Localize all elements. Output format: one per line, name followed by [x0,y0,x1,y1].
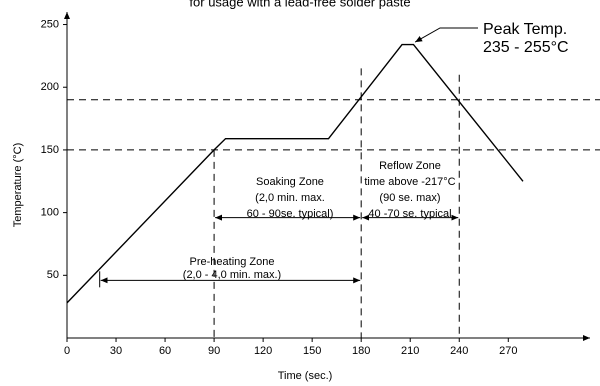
zone-label: (90 se. max) [379,192,440,204]
zone-label: (2,0 - 4,0 min. max.) [183,269,281,281]
x-tick-label: 0 [64,345,70,357]
zone-label: 60 - 90se. typical) [247,208,334,220]
y-tick-label: 150 [41,144,59,156]
zone-label: 40 -70 se. typical [368,208,451,220]
y-tick-label: 250 [41,18,59,30]
x-tick-label: 90 [208,345,220,357]
y-tick-label: 50 [47,269,59,281]
zone-label: time above -217°C [364,176,455,188]
y-tick-label: 200 [41,81,59,93]
zone-label: Soaking Zone [256,176,324,188]
x-tick-label: 120 [254,345,272,357]
peak-label: Peak Temp. [483,21,567,38]
x-tick-label: 60 [159,345,171,357]
zone-label: (2,0 min. max. [255,192,325,204]
profile-line [66,43,524,304]
x-axis-label: Time (sec.) [278,370,333,382]
zone-label: Reflow Zone [379,160,441,172]
peak-leader [414,27,478,43]
x-tick-label: 210 [401,345,419,357]
x-tick-label: 270 [499,345,517,357]
peak-label: 235 - 255°C [483,39,569,56]
x-tick-label: 30 [110,345,122,357]
y-tick-label: 100 [41,207,59,219]
x-tick-label: 180 [352,345,370,357]
chart-title: for usage with a lead-free solder paste [189,0,410,9]
y-axis-label: Temperature (°C) [12,143,24,227]
zone-label: Pre-heating Zone [190,256,275,268]
x-tick-label: 240 [450,345,468,357]
x-tick-label: 150 [303,345,321,357]
